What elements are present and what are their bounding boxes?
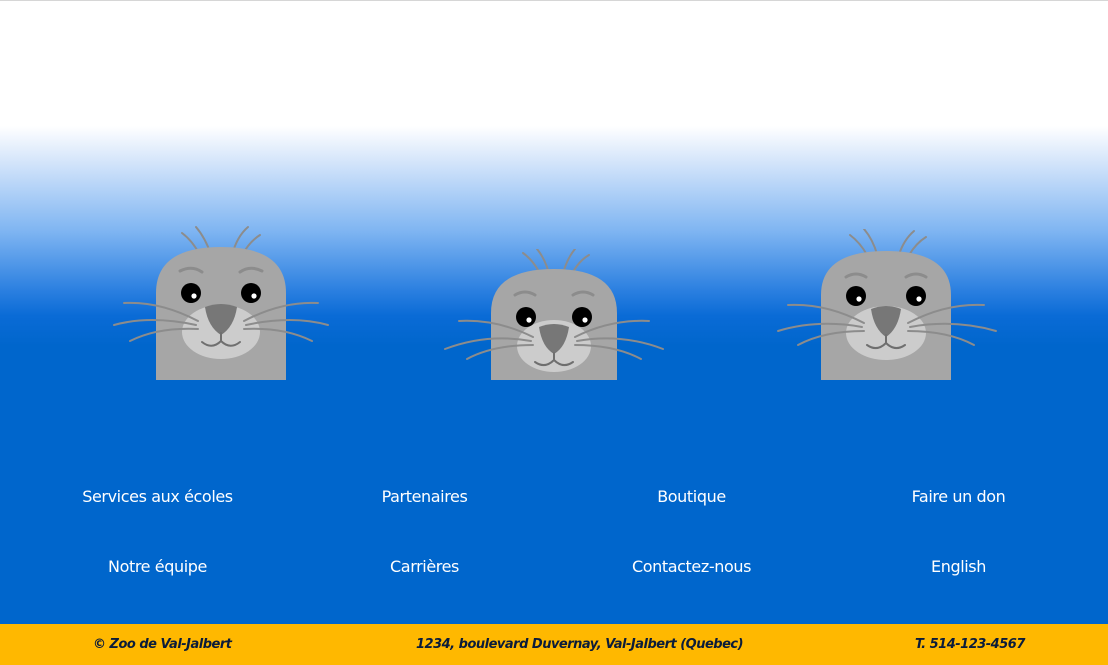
- seal-face-icon: [777, 229, 997, 380]
- nav-link-english[interactable]: English: [931, 557, 986, 576]
- address-text: 1234, boulevard Duvernay, Val-Jalbert (Q…: [416, 637, 744, 652]
- copyright-text: © Zoo de Val-Jalbert: [93, 637, 232, 652]
- top-divider: [0, 0, 1108, 1]
- nav-link-contactez-nous[interactable]: Contactez-nous: [631, 557, 752, 576]
- seal-face-icon: [113, 226, 329, 380]
- nav-link-boutique[interactable]: Boutique: [657, 487, 726, 506]
- nav-link-notre-equipe[interactable]: Notre équipe: [108, 557, 207, 576]
- seal-face-icon: [444, 249, 664, 380]
- nav-link-services-ecoles[interactable]: Services aux écoles: [82, 487, 233, 506]
- phone-number[interactable]: T. 514-123-4567: [915, 637, 1025, 652]
- nav-link-carrieres[interactable]: Carrières: [390, 557, 459, 576]
- footer-nav: Services aux écoles Partenaires Boutique…: [24, 470, 1092, 610]
- nav-link-faire-un-don[interactable]: Faire un don: [911, 487, 1006, 506]
- bottom-bar: © Zoo de Val-Jalbert 1234, boulevard Duv…: [0, 624, 1108, 665]
- nav-link-partenaires[interactable]: Partenaires: [381, 487, 468, 506]
